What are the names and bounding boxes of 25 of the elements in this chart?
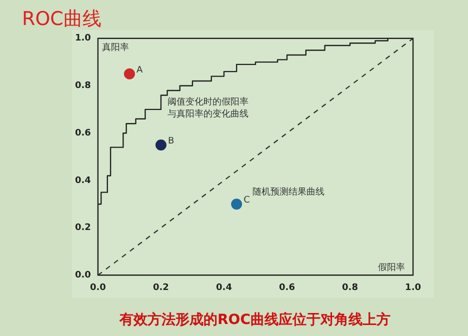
x-axis-title: 假阳率 [378,262,406,274]
annotation: A [136,65,144,76]
y-tick-label: 0.6 [74,128,91,138]
annotation: C [244,196,250,206]
text: 有效方法形成的ROC曲线应位于对角线上方 [118,311,392,329]
x-tick-label: 0.6 [279,282,295,293]
y-axis-title: 真阳率 [102,42,129,54]
annotation: 随机预测结果曲线 [252,186,324,198]
annotation: 与真阳率的变化曲线 [167,108,248,120]
y-tick-label: 0.2 [74,223,91,234]
y-tick-label: 0.4 [74,176,91,186]
x-tick-label: 0.8 [342,282,358,293]
x-tick-label: 0.2 [152,282,169,293]
chart-title: ROC曲线 [22,7,102,32]
y-tick-label: 0.0 [74,270,91,281]
x-tick-label: 1.0 [405,282,422,293]
point [231,198,242,210]
y-tick-label: 1.0 [74,34,91,44]
annotation: 阈值变化时的假阳率 [167,96,248,108]
point [155,139,166,150]
point [124,68,135,80]
x-tick-label: 0.4 [216,282,232,293]
annotation: B [168,136,174,146]
x-tick-label: 0.0 [90,282,106,293]
y-tick-label: 0.8 [74,81,91,92]
